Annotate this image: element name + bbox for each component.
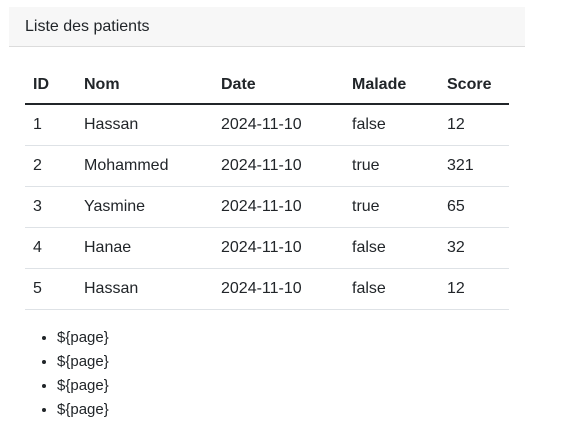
- cell-nom: Yasmine: [76, 186, 213, 228]
- table-row: 2 Mohammed 2024-11-10 true 321: [25, 145, 509, 187]
- cell-malade: true: [344, 186, 439, 228]
- cell-date: 2024-11-10: [213, 227, 344, 269]
- card-header: Liste des patients: [9, 7, 525, 47]
- cell-score: 32: [439, 227, 509, 269]
- cell-malade: false: [344, 227, 439, 269]
- cell-nom: Hassan: [76, 268, 213, 310]
- card-body: ID Nom Date Malade Score 1 Hassan 2024-1…: [9, 47, 525, 422]
- cell-id: 3: [25, 186, 76, 228]
- cell-date: 2024-11-10: [213, 104, 344, 146]
- cell-date: 2024-11-10: [213, 145, 344, 187]
- pagination-item[interactable]: ${page}: [57, 374, 509, 398]
- pagination-item[interactable]: ${page}: [57, 350, 509, 374]
- table-row: 5 Hassan 2024-11-10 false 12: [25, 268, 509, 310]
- table-row: 4 Hanae 2024-11-10 false 32: [25, 227, 509, 269]
- pagination-list: ${page} ${page} ${page} ${page}: [25, 326, 509, 422]
- column-header-score: Score: [439, 67, 509, 105]
- cell-date: 2024-11-10: [213, 268, 344, 310]
- card-title: Liste des patients: [25, 17, 150, 35]
- cell-nom: Hassan: [76, 104, 213, 146]
- cell-id: 5: [25, 268, 76, 310]
- cell-malade: false: [344, 104, 439, 146]
- pagination-item[interactable]: ${page}: [57, 398, 509, 422]
- column-header-nom: Nom: [76, 67, 213, 105]
- cell-nom: Mohammed: [76, 145, 213, 187]
- table-header-row: ID Nom Date Malade Score: [25, 67, 509, 105]
- cell-score: 65: [439, 186, 509, 228]
- table-row: 1 Hassan 2024-11-10 false 12: [25, 104, 509, 146]
- cell-id: 4: [25, 227, 76, 269]
- cell-score: 12: [439, 268, 509, 310]
- cell-date: 2024-11-10: [213, 186, 344, 228]
- cell-malade: true: [344, 145, 439, 187]
- cell-id: 2: [25, 145, 76, 187]
- cell-id: 1: [25, 104, 76, 146]
- column-header-date: Date: [213, 67, 344, 105]
- cell-nom: Hanae: [76, 227, 213, 269]
- cell-malade: false: [344, 268, 439, 310]
- table-row: 3 Yasmine 2024-11-10 true 65: [25, 186, 509, 228]
- pagination-item[interactable]: ${page}: [57, 326, 509, 350]
- patients-card: Liste des patients ID Nom Date Malade Sc…: [9, 7, 525, 422]
- patients-table: ID Nom Date Malade Score 1 Hassan 2024-1…: [25, 67, 509, 310]
- column-header-id: ID: [25, 67, 76, 105]
- cell-score: 12: [439, 104, 509, 146]
- cell-score: 321: [439, 145, 509, 187]
- column-header-malade: Malade: [344, 67, 439, 105]
